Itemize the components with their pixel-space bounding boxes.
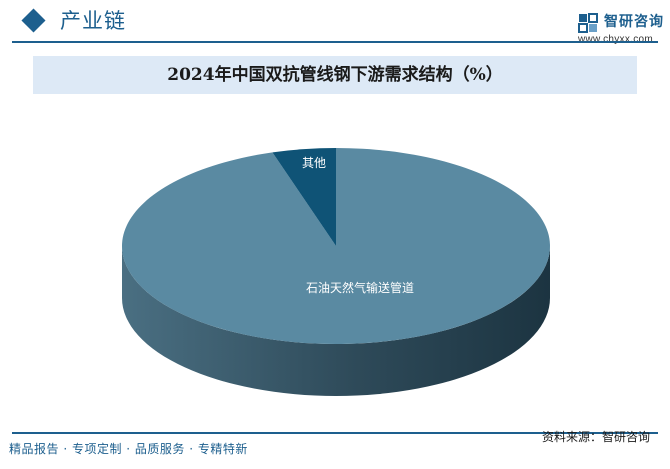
source-label: 资料来源：智研咨询 bbox=[541, 430, 650, 444]
brand-logo-icon bbox=[578, 13, 598, 33]
header-divider bbox=[12, 41, 658, 43]
chart-title-band bbox=[33, 56, 637, 94]
brand-name: 智研咨询 bbox=[604, 14, 664, 30]
pie-label-other: 其他 bbox=[302, 156, 326, 170]
section-title: 产业链 bbox=[60, 9, 126, 33]
pie-label-pipeline: 石油天然气输送管道 bbox=[306, 280, 414, 295]
chart-title: 2024年中国双抗管线钢下游需求结构（%） bbox=[167, 65, 503, 85]
footer-divider bbox=[12, 432, 658, 434]
brand-url: www.chyxx.com bbox=[578, 34, 654, 45]
pie-side-wall bbox=[122, 246, 550, 396]
footer-tagline: 精品报告 · 专项定制 · 品质服务 · 专精特新 bbox=[9, 442, 248, 456]
pie-slice-pipeline bbox=[122, 148, 551, 344]
pie-slice-other bbox=[272, 148, 336, 246]
